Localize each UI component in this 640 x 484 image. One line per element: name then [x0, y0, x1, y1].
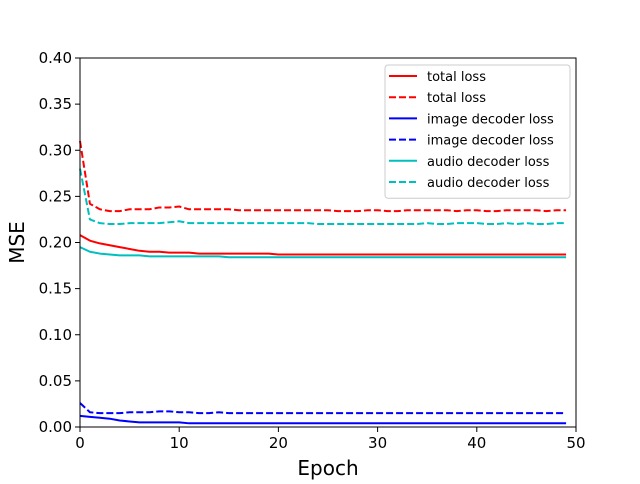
x-tick-label: 0: [75, 434, 85, 452]
x-tick-label: 30: [368, 434, 387, 452]
x-tick-label: 20: [269, 434, 288, 452]
x-tick-label: 10: [170, 434, 189, 452]
x-axis: 0 10 20 30 40 50: [75, 427, 586, 452]
x-axis-title: Epoch: [297, 456, 358, 480]
legend-box: [384, 64, 571, 199]
legend-label: image decoder loss: [427, 112, 554, 127]
series-group: [79, 140, 567, 425]
series-line-5: [79, 168, 567, 226]
y-tick-label: 0.40: [39, 49, 72, 67]
y-tick-label: 0.05: [39, 372, 72, 390]
x-tick-label: 50: [566, 434, 585, 452]
legend: total loss total loss image decoder loss im…: [384, 64, 571, 199]
legend-label: audio decoder loss: [427, 176, 550, 191]
series-line-4: [79, 246, 567, 259]
series-line-2: [79, 414, 567, 425]
y-tick-label: 0.15: [39, 280, 72, 298]
legend-label: image decoder loss: [427, 134, 554, 149]
series-line-1: [79, 140, 567, 213]
y-tick-label: 0.20: [39, 234, 72, 252]
series-line-3: [79, 402, 567, 415]
legend-label: audio decoder loss: [427, 155, 550, 170]
series-line-0: [79, 234, 567, 256]
y-tick-label: 0.00: [39, 418, 72, 436]
y-axis-title: MSE: [5, 221, 29, 264]
y-axis: 0.00 0.05 0.10 0.15 0.20 0.25 0.30 0.35 0.40: [39, 49, 80, 436]
legend-label: total loss: [427, 70, 486, 85]
y-tick-label: 0.30: [39, 141, 72, 159]
y-tick-label: 0.25: [39, 187, 72, 205]
y-tick-label: 0.10: [39, 326, 72, 344]
y-tick-label: 0.35: [39, 95, 72, 113]
legend-label: total loss: [427, 91, 486, 106]
x-tick-label: 40: [467, 434, 486, 452]
